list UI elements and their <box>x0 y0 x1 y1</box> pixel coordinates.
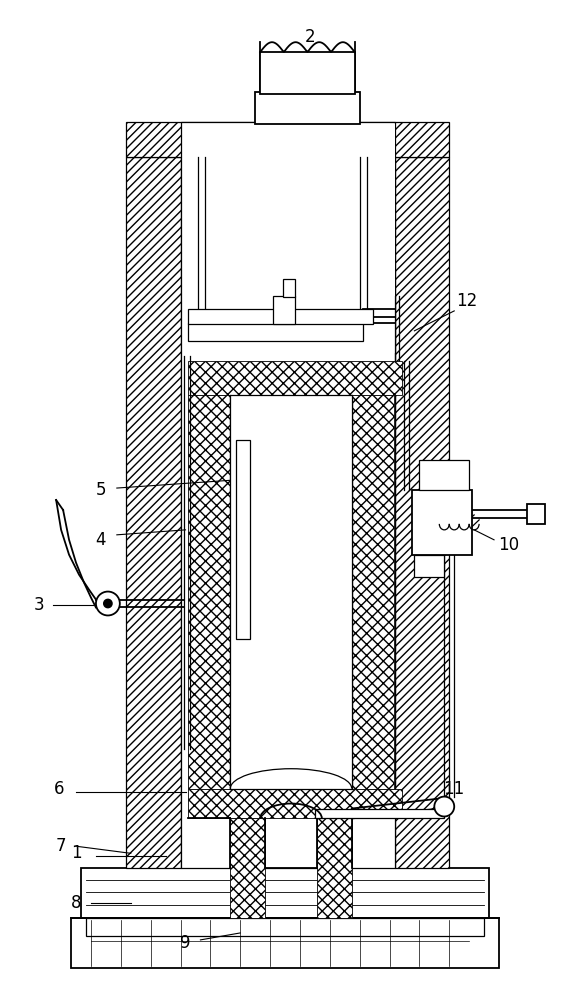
Text: 7: 7 <box>56 837 66 855</box>
Bar <box>352 395 394 789</box>
Circle shape <box>104 600 112 607</box>
Bar <box>181 122 394 868</box>
Text: 8: 8 <box>71 894 81 912</box>
Bar <box>86 918 484 936</box>
Bar <box>315 809 444 818</box>
Bar <box>81 868 489 918</box>
Bar <box>236 440 250 639</box>
Bar <box>230 818 265 918</box>
Circle shape <box>96 592 120 615</box>
Text: 5: 5 <box>96 481 106 499</box>
Bar <box>317 818 352 918</box>
Bar <box>188 323 363 341</box>
Text: 3: 3 <box>34 596 44 614</box>
Text: 11: 11 <box>443 780 465 798</box>
Text: 9: 9 <box>180 934 191 952</box>
Text: 4: 4 <box>96 531 106 549</box>
Bar <box>126 157 181 868</box>
Circle shape <box>434 797 454 816</box>
Bar <box>183 124 394 353</box>
Bar <box>188 789 402 818</box>
Text: 6: 6 <box>54 780 64 798</box>
Bar <box>230 395 352 789</box>
Bar <box>419 460 469 490</box>
Text: 12: 12 <box>456 292 478 310</box>
Text: 2: 2 <box>305 28 315 46</box>
Bar <box>412 490 472 555</box>
Bar <box>255 92 360 124</box>
Text: 10: 10 <box>498 536 519 554</box>
Bar <box>283 279 295 297</box>
Bar <box>71 918 499 968</box>
Bar <box>527 504 545 524</box>
Bar <box>414 555 444 577</box>
Bar <box>394 157 449 868</box>
Text: 1: 1 <box>71 844 81 862</box>
Bar <box>188 309 373 324</box>
Bar <box>126 122 449 157</box>
Bar <box>260 52 355 94</box>
Bar <box>273 296 295 324</box>
Bar <box>188 395 230 789</box>
Bar <box>188 361 402 395</box>
